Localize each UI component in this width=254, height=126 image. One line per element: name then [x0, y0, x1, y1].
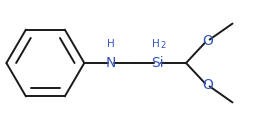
Text: N: N	[105, 56, 116, 70]
Text: Si: Si	[151, 56, 164, 70]
Text: H: H	[152, 39, 160, 49]
Text: O: O	[202, 78, 213, 92]
Text: 2: 2	[161, 41, 166, 50]
Text: O: O	[202, 34, 213, 48]
Text: H: H	[107, 39, 115, 49]
